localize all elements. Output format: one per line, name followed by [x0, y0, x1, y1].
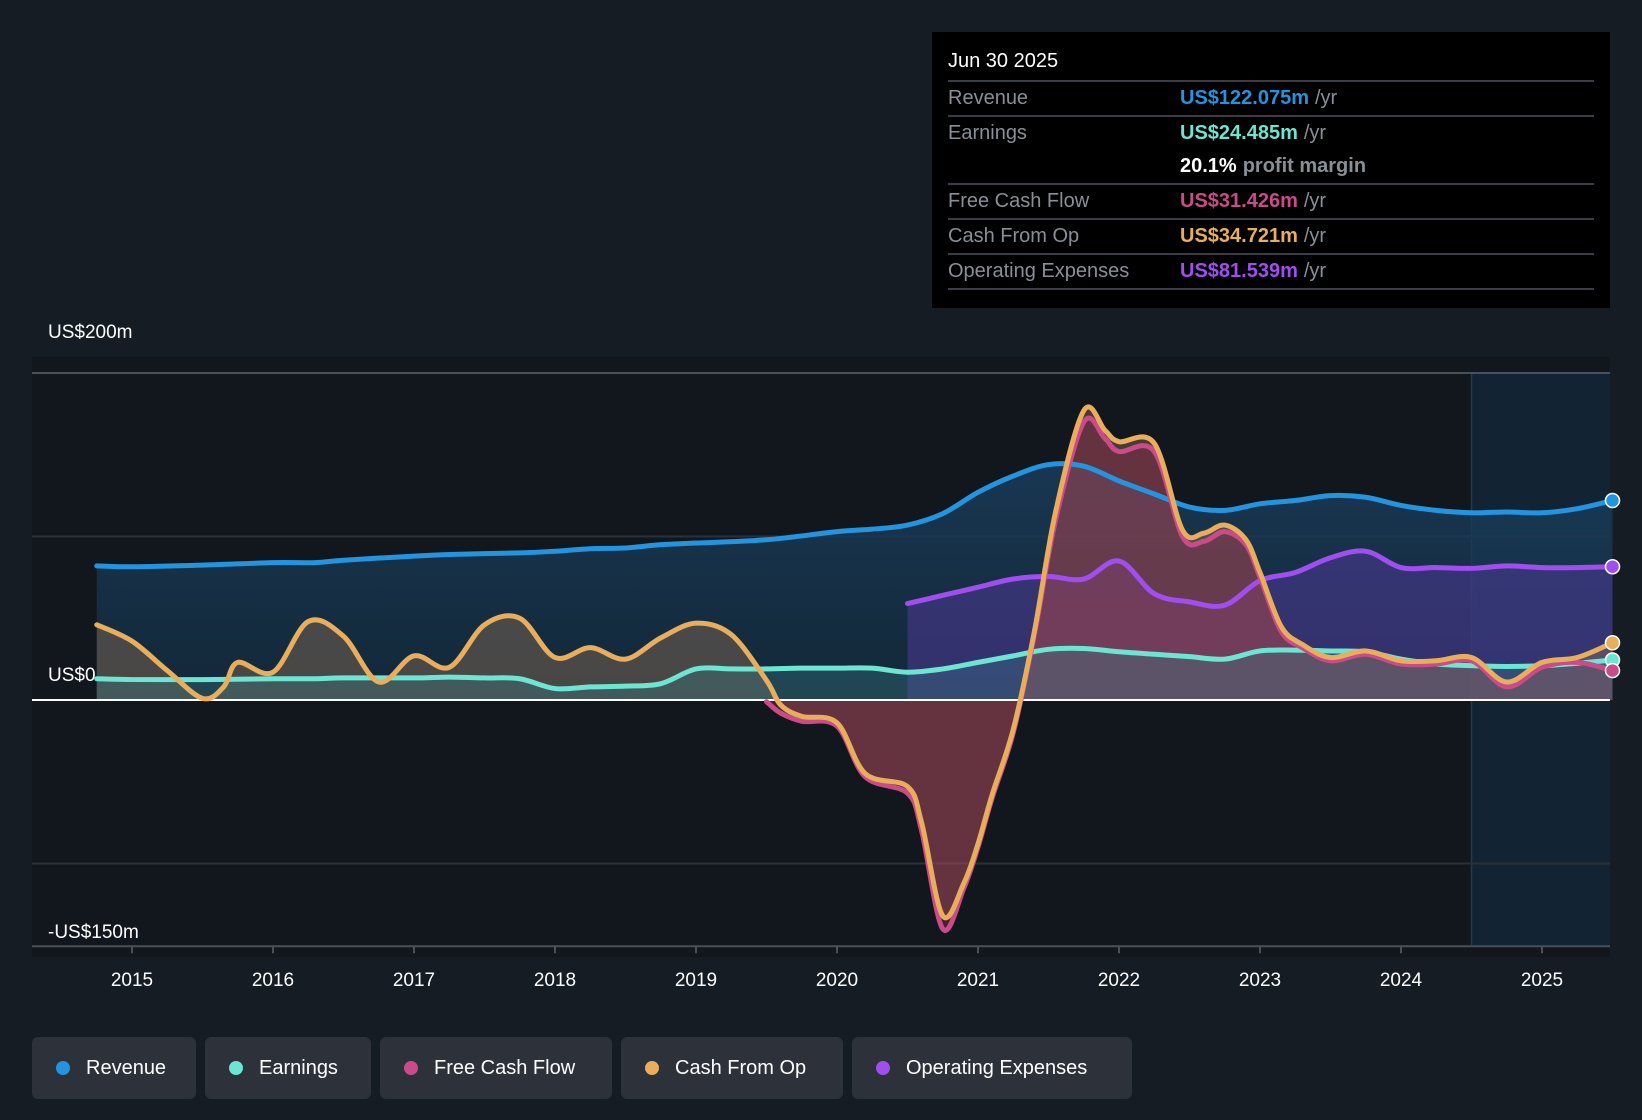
tooltip-label [948, 150, 1180, 183]
tooltip-label: Cash From Op [948, 225, 1080, 247]
line-revenue [94, 461, 1615, 570]
legend-label: Free Cash Flow [434, 1056, 576, 1079]
x-tick-label: 2015 [110, 970, 154, 991]
tooltip-unit: /yr [1303, 225, 1327, 247]
legend-item-free-cash-flow[interactable]: Free Cash Flow [380, 1037, 612, 1099]
x-tick-label: 2016 [251, 970, 295, 991]
tooltip: Jun 30 2025 Revenue US$122.075m /yr Earn… [932, 32, 1610, 308]
tooltip-unit: /yr [1303, 190, 1327, 212]
tooltip-unit: /yr [1303, 122, 1327, 144]
tooltip-row-cash-from-op: Cash From Op US$34.721m /yr [948, 220, 1594, 255]
legend-label: Earnings [259, 1056, 338, 1079]
tooltip-value: US$24.485m [1180, 122, 1298, 144]
tooltip-label: Earnings [948, 122, 1027, 144]
end-marker-free-cash-flow [1604, 662, 1621, 679]
x-tick-label: 2025 [1520, 970, 1564, 991]
tooltip-value: US$34.721m [1180, 225, 1298, 247]
legend-dot-icon [876, 1061, 890, 1075]
legend-item-cash-from-op[interactable]: Cash From Op [621, 1037, 843, 1099]
legend-dot-icon [56, 1061, 70, 1075]
tooltip-row-operating-expenses: Operating Expenses US$81.539m /yr [948, 255, 1594, 290]
y-tick-label-neg150: -US$150m [48, 922, 139, 943]
profit-margin-label: profit margin [1242, 155, 1367, 177]
tooltip-row-earnings: Earnings US$24.485m /yr [948, 117, 1594, 150]
legend-dot-icon [404, 1061, 418, 1075]
x-tick-label: 2024 [1379, 970, 1423, 991]
x-tick-label: 2017 [392, 970, 436, 991]
tooltip-row-free-cash-flow: Free Cash Flow US$31.426m /yr [948, 185, 1594, 220]
area-earnings [96, 648, 1613, 700]
x-tick-label: 2023 [1238, 970, 1282, 991]
legend-item-revenue[interactable]: Revenue [32, 1037, 196, 1099]
x-tick-label: 2019 [674, 970, 718, 991]
legend-dot-icon [229, 1061, 243, 1075]
legend-item-operating-expenses[interactable]: Operating Expenses [852, 1037, 1132, 1099]
end-marker-revenue [1604, 492, 1621, 509]
end-marker-cash-from-op [1604, 635, 1621, 651]
y-tick-label-0: US$0 [48, 665, 96, 686]
end-marker-operating-expenses [1604, 558, 1621, 575]
tooltip-unit: /yr [1314, 87, 1338, 109]
legend-item-earnings[interactable]: Earnings [205, 1037, 371, 1099]
tooltip-label: Operating Expenses [948, 260, 1130, 282]
area-free-cash-flow [766, 418, 1613, 931]
legend-dot-icon [645, 1061, 659, 1075]
x-axis-ticks [131, 946, 1543, 954]
tooltip-row-revenue: Revenue US$122.075m /yr [948, 82, 1594, 117]
x-tick-label: 2020 [815, 970, 859, 991]
area-revenue [96, 463, 1613, 700]
line-cash-from-op [94, 404, 1615, 921]
series-end-markers [1604, 492, 1621, 679]
legend-label: Operating Expenses [906, 1056, 1088, 1079]
tooltip-unit: /yr [1303, 260, 1327, 282]
x-tick-label: 2022 [1097, 970, 1141, 991]
x-tick-label: 2021 [956, 970, 1000, 991]
tooltip-date: Jun 30 2025 [948, 46, 1594, 82]
tooltip-label: Revenue [948, 87, 1029, 109]
legend-label: Cash From Op [675, 1056, 807, 1079]
tooltip-value: US$31.426m [1180, 190, 1298, 212]
tooltip-label: Free Cash Flow [948, 190, 1090, 212]
tooltip-value: US$122.075m [1180, 87, 1309, 109]
series-lines [32, 404, 1615, 933]
legend-label: Revenue [86, 1056, 167, 1079]
profit-margin-value: 20.1% [1180, 155, 1237, 177]
x-tick-label: 2018 [533, 970, 577, 991]
legend: Revenue Earnings Free Cash Flow Cash Fro… [32, 1037, 1132, 1099]
y-tick-label-200: US$200m [48, 322, 133, 343]
tooltip-value: US$81.539m [1180, 260, 1298, 282]
tooltip-row-profit-margin: 20.1% profit margin [948, 150, 1594, 185]
